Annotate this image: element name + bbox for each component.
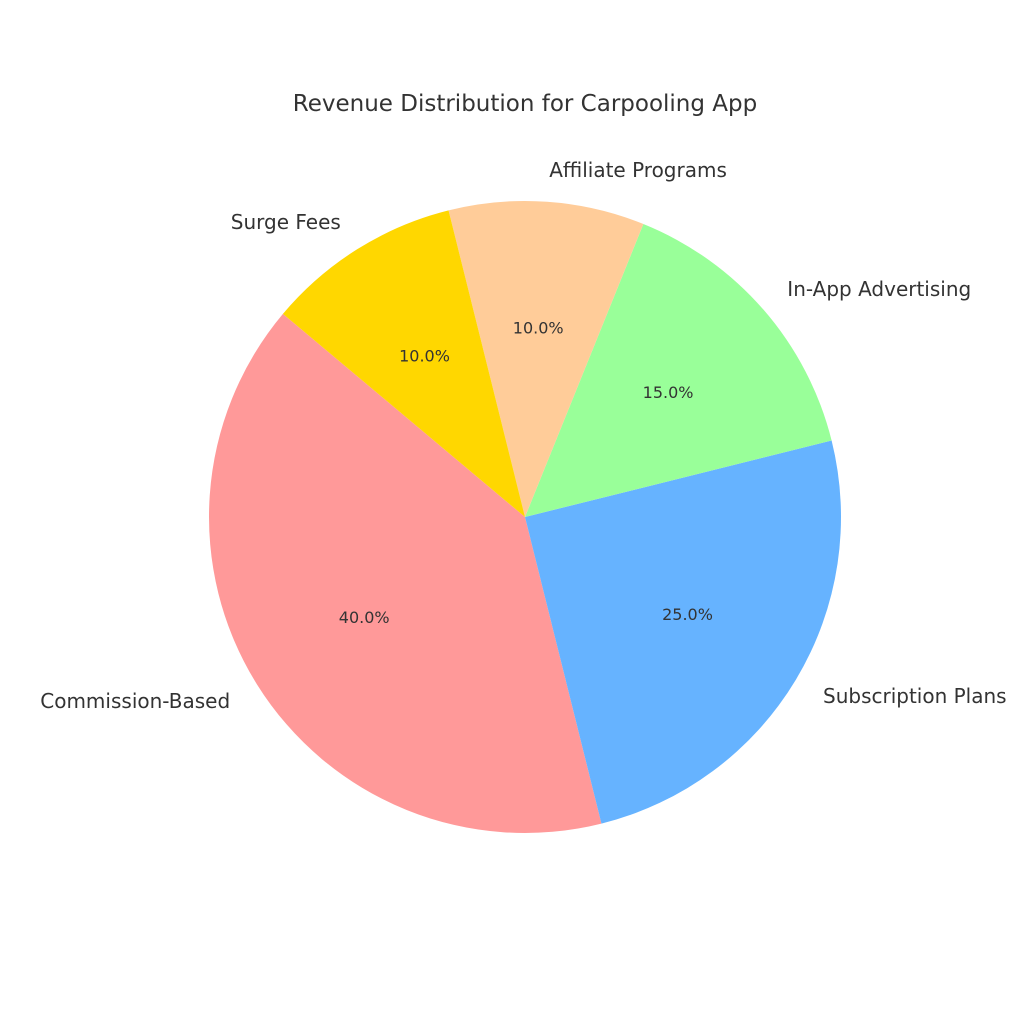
pct-label-surge-fees: 10.0% <box>399 347 450 366</box>
pie-slice-in-app-advertising <box>525 224 832 517</box>
pie-slice-subscription-plans <box>525 440 841 824</box>
pct-label-in-app-advertising: 15.0% <box>643 383 694 402</box>
pct-label-commission-based: 40.0% <box>339 608 390 627</box>
labels-layer: Commission-Based 40.0% Subscription Plans 2… <box>40 158 1006 713</box>
chart-title: Revenue Distribution for Carpooling App <box>293 91 757 117</box>
slice-label-surge-fees: Surge Fees <box>231 210 341 234</box>
pct-label-affiliate-programs: 10.0% <box>513 318 564 337</box>
slices-layer <box>209 201 841 833</box>
slice-label-commission-based: Commission-Based <box>40 689 230 713</box>
pie-slice-surge-fees <box>282 210 525 517</box>
pie-slice-affiliate-programs <box>448 201 644 517</box>
slice-label-affiliate-programs: Affiliate Programs <box>549 158 727 182</box>
pie-slice-commission-based <box>209 313 602 833</box>
slice-label-subscription-plans: Subscription Plans <box>823 684 1007 708</box>
pct-label-subscription-plans: 25.0% <box>662 605 713 624</box>
slice-label-in-app-advertising: In-App Advertising <box>787 277 971 301</box>
